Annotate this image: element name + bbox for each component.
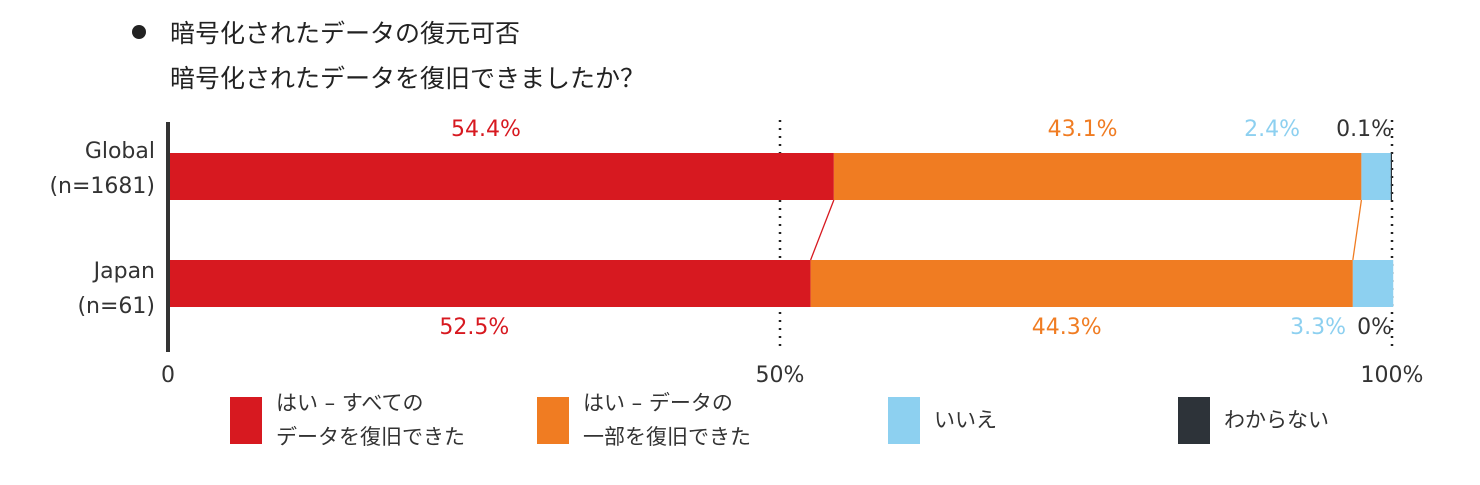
value-label: 43.1% [1048, 117, 1118, 142]
x-tick-label: 0 [161, 363, 175, 388]
category-note: (n=1681) [49, 174, 155, 199]
category-label: Japan [92, 259, 155, 284]
legend-swatch [1178, 397, 1210, 444]
bar-segment [1361, 153, 1391, 200]
value-label: 0% [1357, 315, 1392, 340]
x-tick-label: 50% [756, 363, 805, 388]
bar-segment [1390, 153, 1392, 200]
legend-label: はい – データの 一部を復旧できた [583, 391, 751, 449]
value-label: 44.3% [1032, 315, 1102, 340]
bar-segment [1352, 260, 1394, 307]
connector [809, 199, 835, 261]
bar-segment [810, 260, 1353, 307]
x-tick-label: 100% [1361, 363, 1424, 388]
value-label: 3.3% [1290, 315, 1346, 340]
value-label: 2.4% [1244, 117, 1300, 142]
value-label: 52.5% [439, 315, 509, 340]
title-bullet [132, 25, 146, 39]
legend-swatch [888, 397, 920, 444]
legend-label: わからない [1224, 408, 1329, 432]
chart-title: 暗号化されたデータの復元可否 [170, 19, 520, 48]
value-label: 0.1% [1336, 117, 1392, 142]
connector [1352, 199, 1363, 261]
category-note: (n=61) [77, 294, 155, 319]
bar-segment [168, 260, 811, 307]
value-label: 54.4% [451, 117, 521, 142]
bar-segment [833, 153, 1362, 200]
legend-swatch [230, 397, 262, 444]
legend-label: はい – すべての データを復旧できた [276, 391, 465, 449]
bar-segment [168, 153, 834, 200]
legend-label: いいえ [934, 408, 997, 432]
legend-swatch [537, 397, 569, 444]
chart-subtitle: 暗号化されたデータを復旧できましたか？ [170, 64, 645, 93]
category-label: Global [85, 139, 155, 164]
